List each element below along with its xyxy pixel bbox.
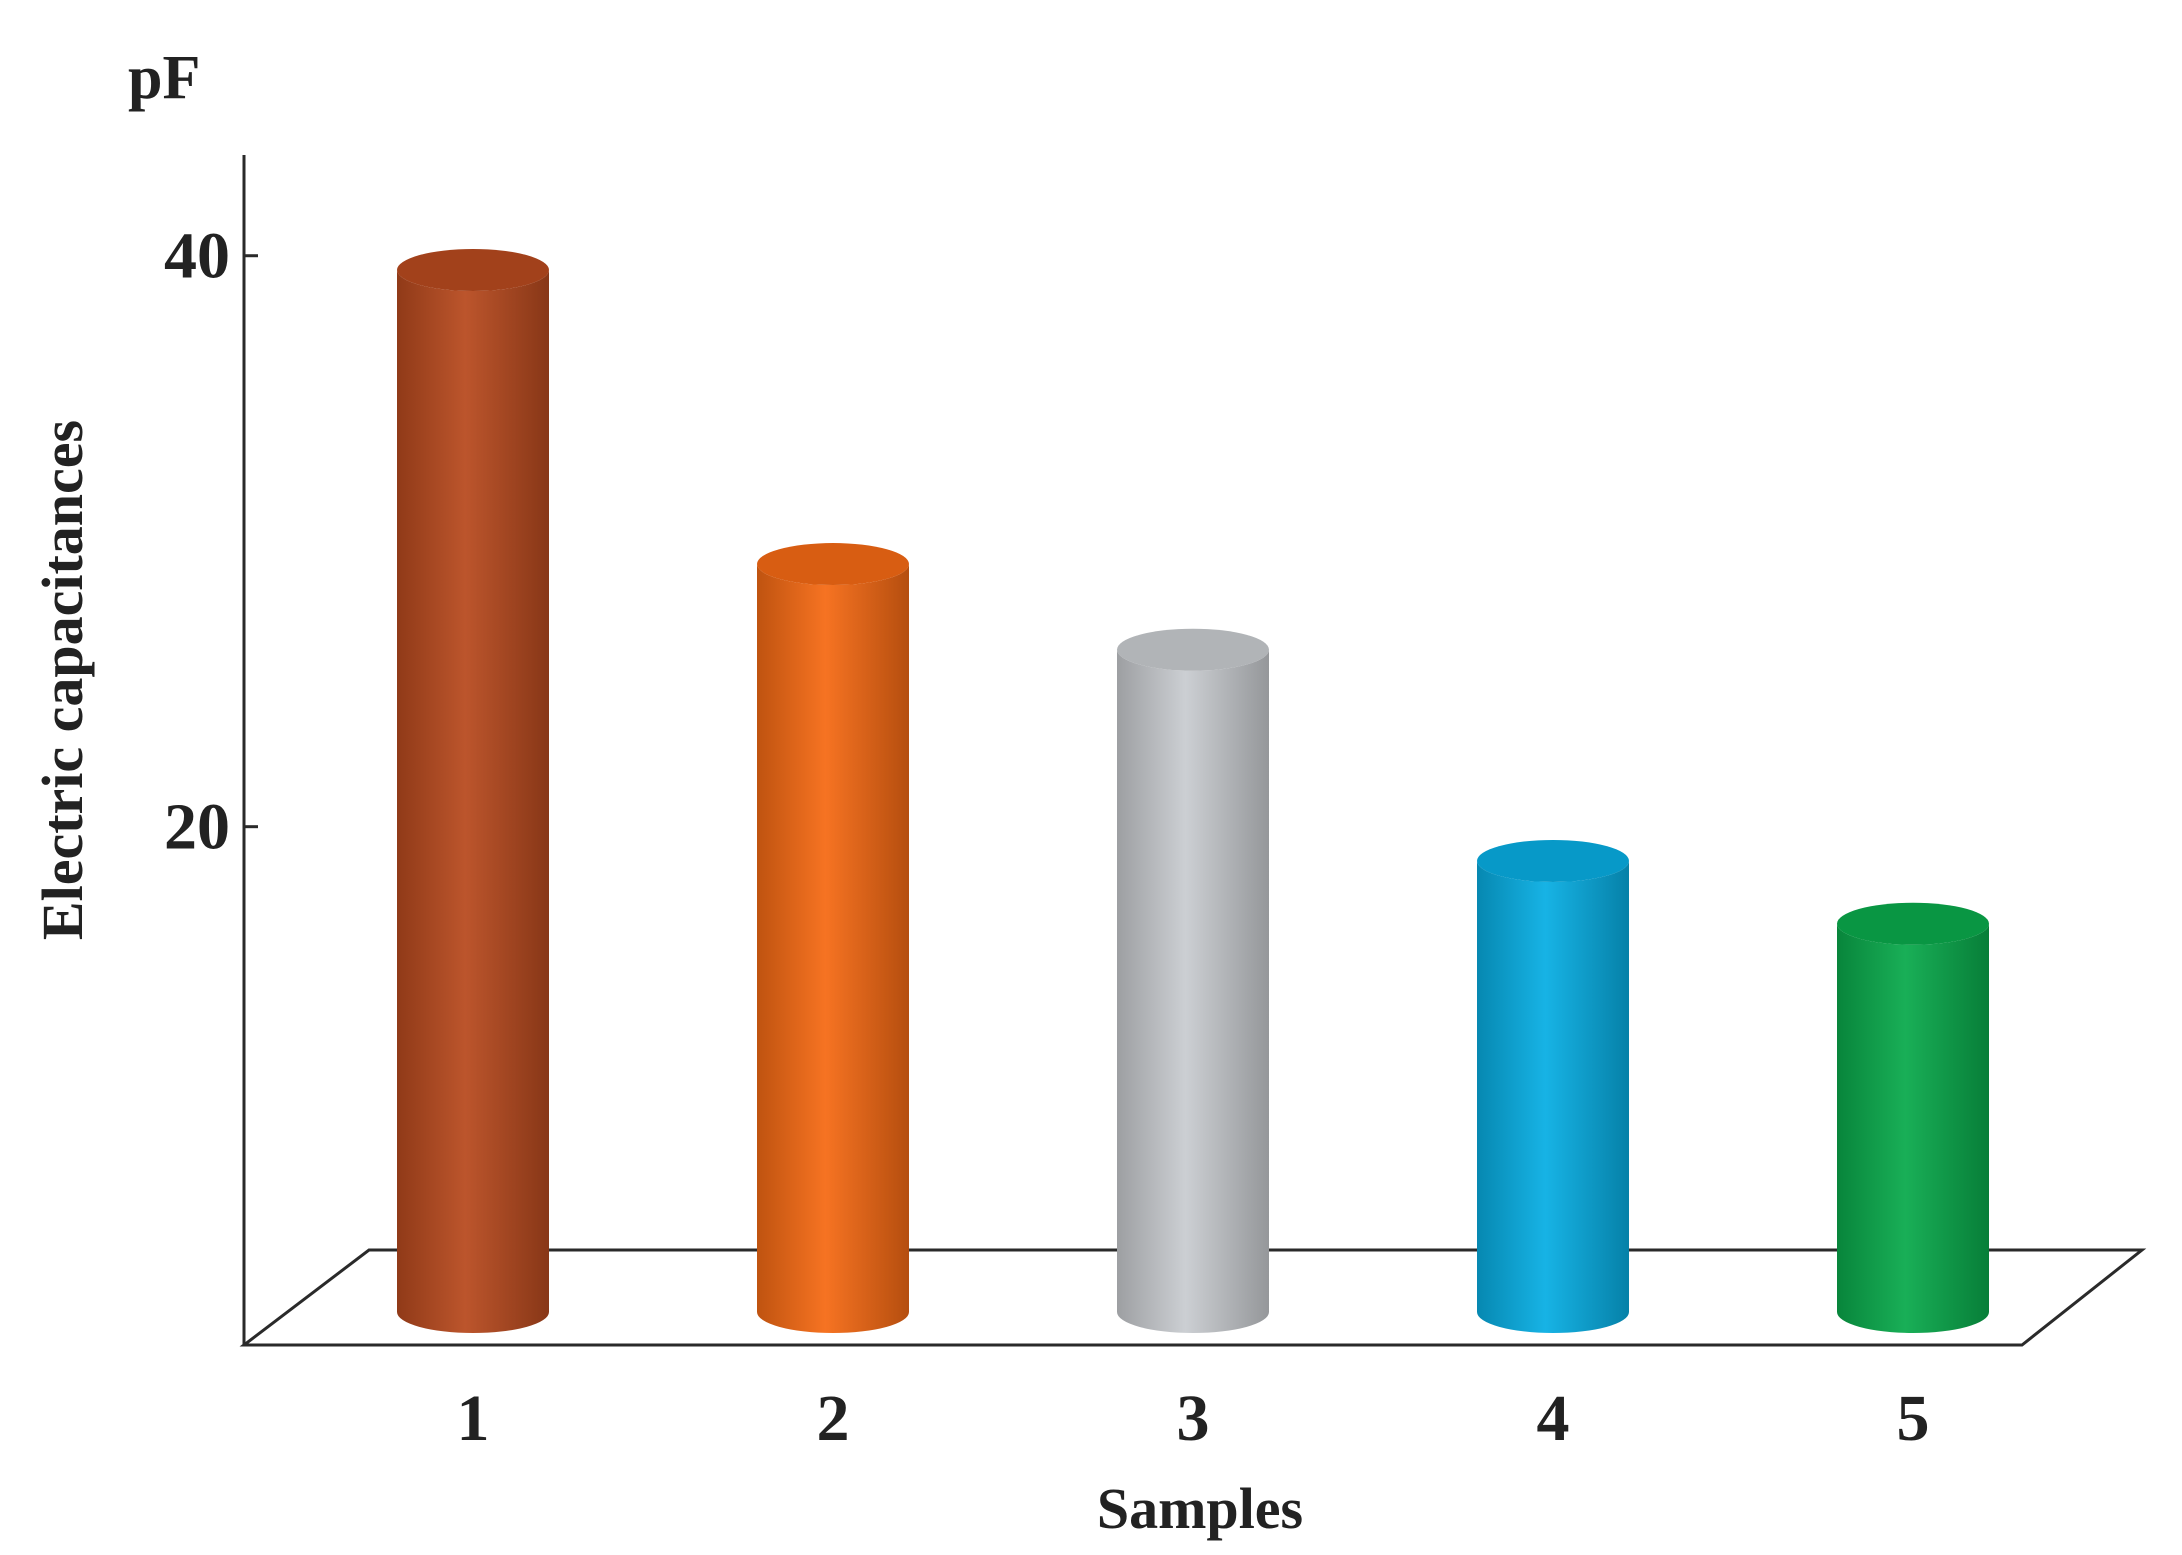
bar-4 — [1477, 839, 1629, 1333]
x-category-label: 5 — [1897, 1382, 1930, 1455]
bar-2 — [757, 543, 909, 1333]
bar-top — [397, 249, 549, 291]
bar-body — [1117, 649, 1269, 1333]
labels: pF Electric capacitances Samples 20 40 1 2 3… — [30, 44, 1930, 1541]
x-category-label: 3 — [1177, 1382, 1210, 1455]
y-tick-label: 20 — [164, 791, 230, 864]
bar-5 — [1837, 902, 1989, 1333]
x-category-label: 1 — [457, 1382, 490, 1455]
x-category-label: 2 — [817, 1382, 850, 1455]
bar-3 — [1117, 628, 1269, 1333]
y-axis-title: Electric capacitances — [30, 420, 95, 940]
floor-plane — [239, 1248, 2147, 1347]
bars — [397, 249, 1989, 1333]
axes — [239, 155, 2147, 1347]
y-tick-label: 40 — [164, 220, 230, 293]
bar-1 — [397, 249, 549, 1333]
bar-body — [1837, 923, 1989, 1333]
bar-body — [757, 564, 909, 1333]
bar-top — [1477, 839, 1629, 882]
x-category-label: 4 — [1537, 1382, 1570, 1455]
y-unit-label: pF — [128, 44, 200, 112]
bar-body — [1477, 860, 1629, 1333]
bar-top — [1117, 628, 1269, 671]
x-axis-title: Samples — [1097, 1476, 1303, 1541]
bar-top — [1837, 902, 1989, 945]
bar-top — [757, 543, 909, 586]
bar-body — [397, 270, 549, 1333]
